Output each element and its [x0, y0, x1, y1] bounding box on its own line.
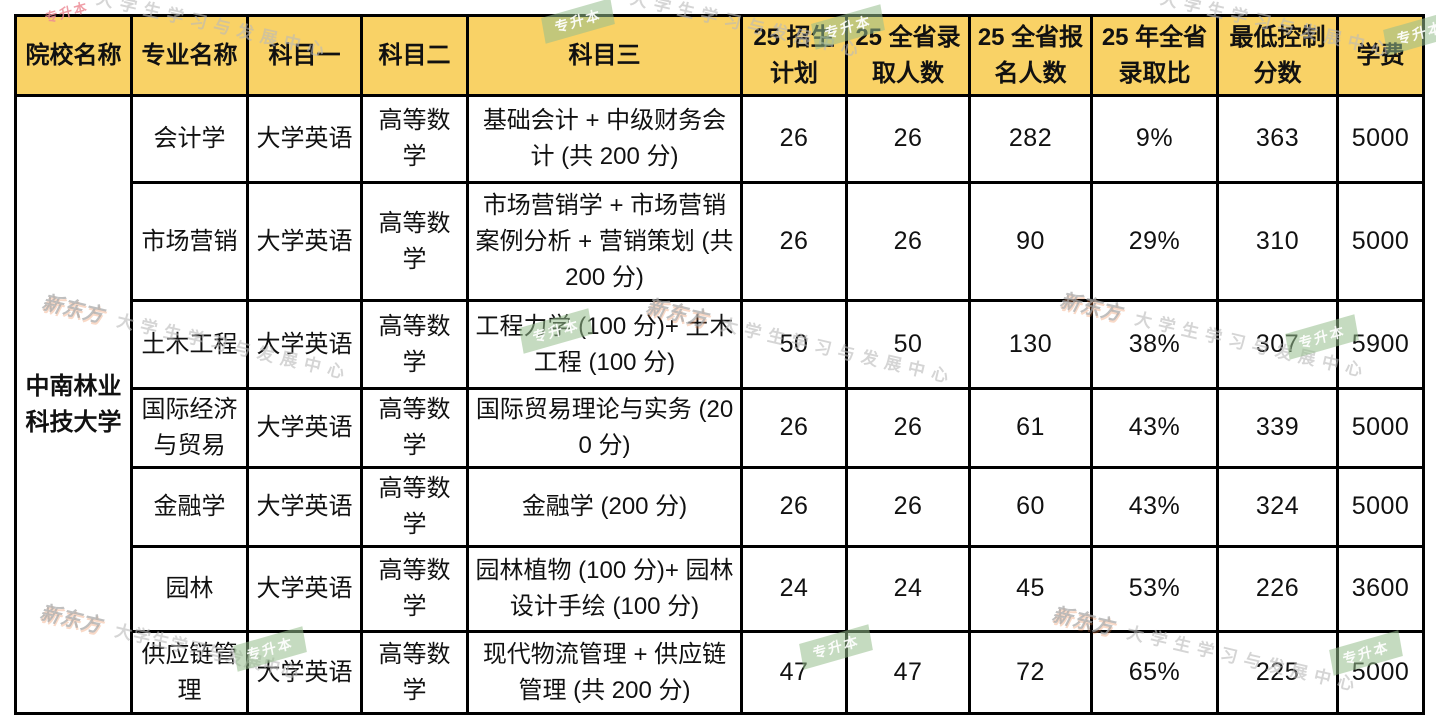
col-header-min-score: 最低控制分数 — [1216, 14, 1339, 97]
cell-major: 园林 — [130, 545, 249, 633]
cell-plan: 26 — [740, 387, 848, 469]
cell-major: 会计学 — [130, 94, 249, 184]
cell-ratio: 9% — [1090, 94, 1219, 184]
table-row: 市场营销 大学英语 高等数学 市场营销学 + 市场营销案例分析 + 营销策划 (… — [16, 181, 1425, 302]
cell-applicants: 130 — [968, 299, 1093, 390]
col-header-subject3: 科目三 — [466, 14, 743, 97]
col-header-ratio: 25 年全省录取比 — [1090, 14, 1219, 97]
table-row: 园林 大学英语 高等数学 园林植物 (100 分)+ 园林设计手绘 (100 分… — [16, 545, 1425, 633]
cell-subject2: 高等数学 — [360, 299, 469, 390]
cell-subject1: 大学英语 — [246, 299, 363, 390]
cell-subject2: 高等数学 — [360, 545, 469, 633]
cell-major: 金融学 — [130, 466, 249, 548]
cell-min-score: 339 — [1216, 387, 1339, 469]
cell-subject3: 基础会计 + 中级财务会计 (共 200 分) — [466, 94, 743, 184]
cell-applicants: 90 — [968, 181, 1093, 302]
cell-ratio: 29% — [1090, 181, 1219, 302]
table-row: 国际经济与贸易 大学英语 高等数学 国际贸易理论与实务 (200 分) 26 2… — [16, 387, 1425, 469]
admissions-table: 院校名称 专业名称 科目一 科目二 科目三 25 招生计划 25 全省录取人数 … — [14, 14, 1425, 715]
cell-major: 土木工程 — [130, 299, 249, 390]
cell-min-score: 324 — [1216, 466, 1339, 548]
cell-tuition: 5000 — [1336, 630, 1425, 715]
cell-applicants: 61 — [968, 387, 1093, 469]
cell-subject1: 大学英语 — [246, 181, 363, 302]
cell-tuition: 3600 — [1336, 545, 1425, 633]
cell-subject1: 大学英语 — [246, 466, 363, 548]
cell-admitted: 47 — [845, 630, 971, 715]
cell-min-score: 363 — [1216, 94, 1339, 184]
cell-ratio: 65% — [1090, 630, 1219, 715]
cell-major: 市场营销 — [130, 181, 249, 302]
cell-plan: 26 — [740, 466, 848, 548]
cell-tuition: 5900 — [1336, 299, 1425, 390]
cell-applicants: 60 — [968, 466, 1093, 548]
col-header-major: 专业名称 — [130, 14, 249, 97]
col-header-subject2: 科目二 — [360, 14, 469, 97]
cell-school-name: 中南林业科技大学 — [14, 94, 133, 715]
cell-subject2: 高等数学 — [360, 630, 469, 715]
cell-subject1: 大学英语 — [246, 630, 363, 715]
table-row: 金融学 大学英语 高等数学 金融学 (200 分) 26 26 60 43% 3… — [16, 466, 1425, 548]
table-row: 供应链管理 大学英语 高等数学 现代物流管理 + 供应链管理 (共 200 分)… — [16, 630, 1425, 715]
cell-ratio: 38% — [1090, 299, 1219, 390]
cell-min-score: 226 — [1216, 545, 1339, 633]
cell-major: 供应链管理 — [130, 630, 249, 715]
cell-subject1: 大学英语 — [246, 545, 363, 633]
cell-plan: 47 — [740, 630, 848, 715]
cell-admitted: 26 — [845, 181, 971, 302]
col-header-admitted: 25 全省录取人数 — [845, 14, 971, 97]
cell-subject3: 现代物流管理 + 供应链管理 (共 200 分) — [466, 630, 743, 715]
cell-subject2: 高等数学 — [360, 94, 469, 184]
cell-subject2: 高等数学 — [360, 181, 469, 302]
cell-subject3: 园林植物 (100 分)+ 园林设计手绘 (100 分) — [466, 545, 743, 633]
cell-subject2: 高等数学 — [360, 387, 469, 469]
cell-admitted: 26 — [845, 94, 971, 184]
cell-subject1: 大学英语 — [246, 387, 363, 469]
col-header-subject1: 科目一 — [246, 14, 363, 97]
screenshot-stage: 院校名称 专业名称 科目一 科目二 科目三 25 招生计划 25 全省录取人数 … — [14, 0, 1436, 715]
cell-admitted: 50 — [845, 299, 971, 390]
cell-admitted: 26 — [845, 387, 971, 469]
col-header-school: 院校名称 — [14, 14, 133, 97]
cell-major: 国际经济与贸易 — [130, 387, 249, 469]
cell-subject3: 金融学 (200 分) — [466, 466, 743, 548]
cell-admitted: 24 — [845, 545, 971, 633]
col-header-tuition: 学费 — [1336, 14, 1425, 97]
cell-tuition: 5000 — [1336, 94, 1425, 184]
cell-min-score: 307 — [1216, 299, 1339, 390]
cell-plan: 50 — [740, 299, 848, 390]
cell-subject3: 市场营销学 + 市场营销案例分析 + 营销策划 (共 200 分) — [466, 181, 743, 302]
cell-applicants: 282 — [968, 94, 1093, 184]
header-row: 院校名称 专业名称 科目一 科目二 科目三 25 招生计划 25 全省录取人数 … — [14, 14, 1425, 97]
cell-plan: 26 — [740, 181, 848, 302]
cell-ratio: 53% — [1090, 545, 1219, 633]
cell-admitted: 26 — [845, 466, 971, 548]
cell-subject3: 工程力学 (100 分)+ 土木工程 (100 分) — [466, 299, 743, 390]
cell-applicants: 72 — [968, 630, 1093, 715]
cell-plan: 24 — [740, 545, 848, 633]
cell-plan: 26 — [740, 94, 848, 184]
cell-min-score: 225 — [1216, 630, 1339, 715]
cell-subject1: 大学英语 — [246, 94, 363, 184]
cell-subject2: 高等数学 — [360, 466, 469, 548]
cell-min-score: 310 — [1216, 181, 1339, 302]
cell-tuition: 5000 — [1336, 387, 1425, 469]
col-header-applicants: 25 全省报名人数 — [968, 14, 1093, 97]
cell-ratio: 43% — [1090, 387, 1219, 469]
table-row: 土木工程 大学英语 高等数学 工程力学 (100 分)+ 土木工程 (100 分… — [16, 299, 1425, 390]
cell-tuition: 5000 — [1336, 181, 1425, 302]
cell-subject3: 国际贸易理论与实务 (200 分) — [466, 387, 743, 469]
col-header-plan: 25 招生计划 — [740, 14, 848, 97]
cell-applicants: 45 — [968, 545, 1093, 633]
cell-ratio: 43% — [1090, 466, 1219, 548]
cell-tuition: 5000 — [1336, 466, 1425, 548]
table-row: 中南林业科技大学 会计学 大学英语 高等数学 基础会计 + 中级财务会计 (共 … — [14, 94, 1425, 715]
